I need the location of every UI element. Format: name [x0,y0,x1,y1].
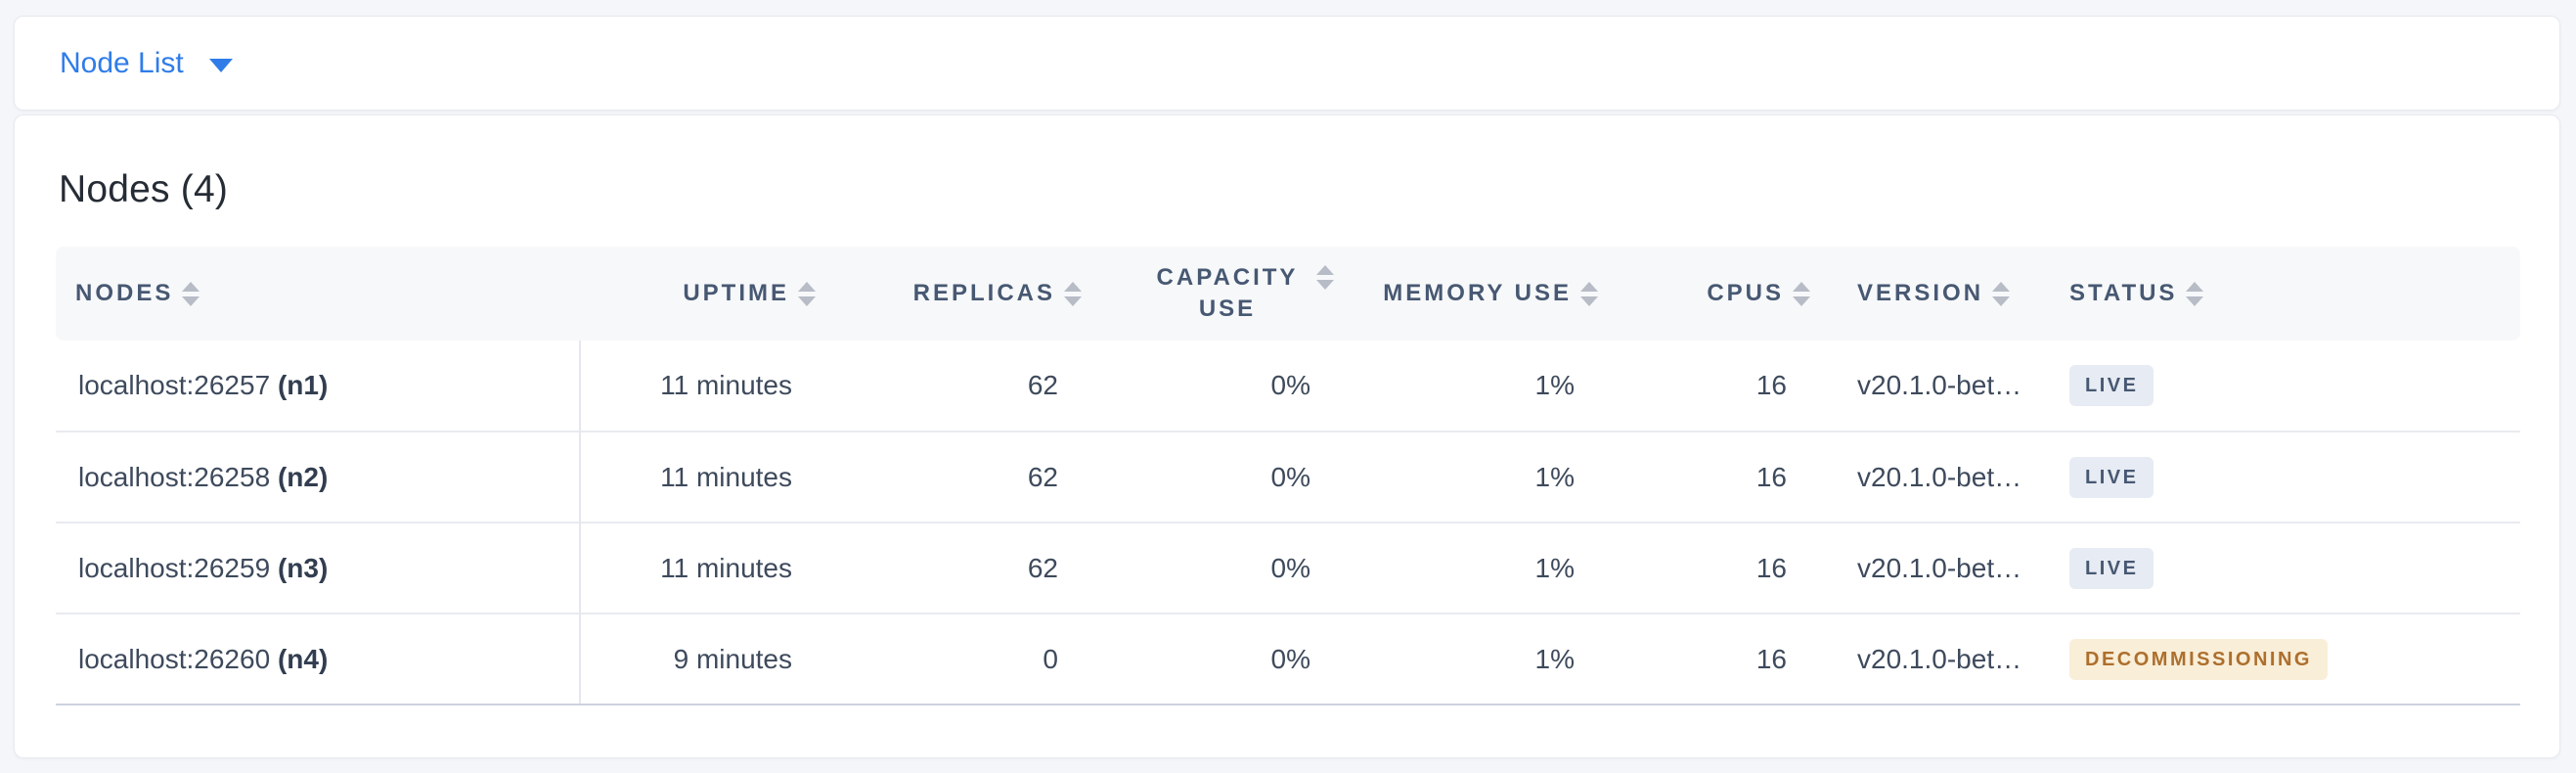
nodes-count-title: Nodes (4) [59,168,229,210]
replicas-cell: 0 [816,613,1082,705]
cpus-cell: 16 [1598,522,1810,614]
column-header-memory-use[interactable]: MEMORY USE [1334,247,1598,341]
status-badge: DECOMMISSIONING [2069,638,2328,680]
node-id: (n3) [277,552,329,583]
column-header-replicas[interactable]: REPLICAS [816,247,1082,341]
node-id: (n1) [277,370,329,400]
node-address-cell[interactable]: localhost:26259 (n3) [56,522,581,614]
view-selector-bar: Node List [14,16,2560,111]
node-address: localhost:26257 [78,370,271,400]
replicas-cell: 62 [816,522,1082,614]
capacity-use-cell: 0% [1082,522,1334,614]
sort-icon [1064,281,1082,306]
sort-icon [1580,281,1598,306]
sort-icon [182,281,200,306]
uptime-cell: 11 minutes [580,341,816,432]
replicas-cell: 62 [816,431,1082,523]
node-address: localhost:26259 [78,552,271,583]
status-cell: DECOMMISSIONING [2050,613,2520,705]
column-header-nodes[interactable]: NODES [56,247,580,341]
cpus-cell: 16 [1598,613,1810,705]
node-row[interactable]: localhost:26259 (n3) 11 minutes 62 0% 1%… [56,522,2520,614]
column-header-capacity-use[interactable]: CAPACITY USE [1082,247,1334,341]
sort-icon [2186,281,2204,306]
node-address: localhost:26260 [78,643,271,674]
status-badge: LIVE [2069,547,2154,589]
column-header-status[interactable]: STATUS [2050,247,2520,341]
nodes-table: NODES UPTIME REPLICAS [56,247,2520,705]
node-address-cell[interactable]: localhost:26260 (n4) [56,613,581,705]
memory-use-cell: 1% [1334,522,1598,614]
memory-use-cell: 1% [1334,613,1598,705]
status-cell: LIVE [2050,522,2520,614]
sort-icon [798,281,816,306]
capacity-use-cell: 0% [1082,613,1334,705]
nodes-card: Nodes (4) NODES UPTIME [14,114,2560,758]
column-header-uptime[interactable]: UPTIME [580,247,816,341]
sort-icon [1793,281,1810,306]
sort-icon [1316,265,1334,290]
version-cell: v20.1.0-bet… [1810,341,2050,432]
replicas-cell: 62 [816,341,1082,432]
capacity-use-cell: 0% [1082,341,1334,432]
version-cell: v20.1.0-bet… [1810,522,2050,614]
status-badge: LIVE [2069,365,2154,406]
table-header-row: NODES UPTIME REPLICAS [56,247,2520,341]
node-id: (n2) [277,461,329,492]
uptime-cell: 9 minutes [580,613,816,705]
uptime-cell: 11 minutes [580,522,816,614]
node-row[interactable]: localhost:26257 (n1) 11 minutes 62 0% 1%… [56,341,2520,432]
capacity-use-cell: 0% [1082,431,1334,523]
node-row[interactable]: localhost:26258 (n2) 11 minutes 62 0% 1%… [56,431,2520,523]
node-id: (n4) [277,643,329,674]
node-address: localhost:26258 [78,461,271,492]
node-row[interactable]: localhost:26260 (n4) 9 minutes 0 0% 1% 1… [56,613,2520,705]
status-cell: LIVE [2050,431,2520,523]
uptime-cell: 11 minutes [580,431,816,523]
column-header-version[interactable]: VERSION [1810,247,2050,341]
node-list-dropdown[interactable]: Node List [60,47,233,80]
cpus-cell: 16 [1598,431,1810,523]
column-header-cpus[interactable]: CPUS [1598,247,1810,341]
sort-icon [1992,281,2011,306]
version-cell: v20.1.0-bet… [1810,613,2050,705]
memory-use-cell: 1% [1334,431,1598,523]
node-address-cell[interactable]: localhost:26257 (n1) [56,341,581,432]
status-badge: LIVE [2069,456,2154,498]
node-list-dropdown-label: Node List [60,46,184,79]
node-address-cell[interactable]: localhost:26258 (n2) [56,431,581,523]
cpus-cell: 16 [1598,341,1810,432]
memory-use-cell: 1% [1334,341,1598,432]
version-cell: v20.1.0-bet… [1810,431,2050,523]
caret-down-icon [208,58,233,72]
status-cell: LIVE [2050,341,2520,432]
